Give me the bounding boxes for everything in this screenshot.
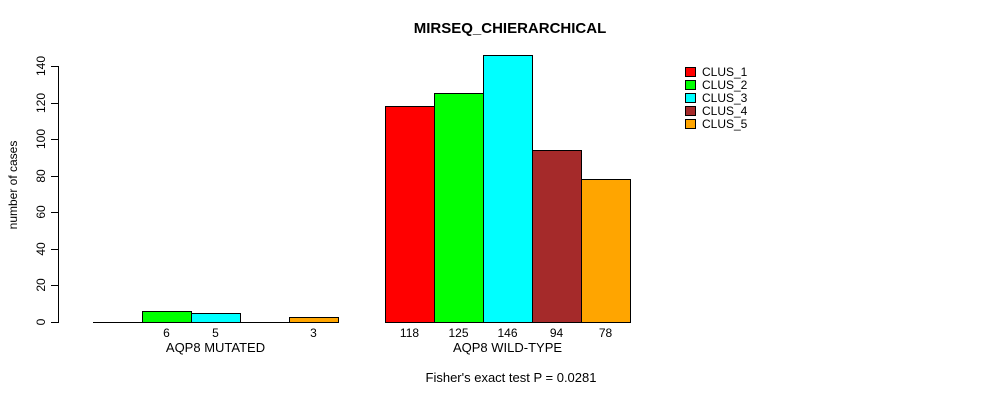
legend-swatch-clus_2 [685,79,696,90]
group-label: AQP8 WILD-TYPE [452,340,563,355]
bar-clus_1-group1-zero [93,322,143,323]
legend-row-clus_4: CLUS_4 [685,104,747,117]
bar-value-label: 94 [549,326,564,340]
group-label: AQP8 MUTATED [165,340,266,355]
bar-value-label: 146 [497,326,518,340]
y-tick [51,212,58,213]
bar-value-label: 78 [598,326,613,340]
fisher-test-note: Fisher's exact test P = 0.0281 [425,370,597,385]
y-tick-label: 120 [34,92,48,114]
bar-clus_2-group2 [434,93,484,323]
bar-value-label: 5 [212,326,219,340]
legend-label: CLUS_3 [702,90,748,105]
legend-row-clus_2: CLUS_2 [685,78,747,91]
y-tick [51,285,58,286]
y-tick-label: 40 [34,242,48,256]
legend-label: CLUS_5 [702,116,748,131]
bar-value-label: 3 [310,326,317,340]
y-tick [51,103,58,104]
chart-title: MIRSEQ_CHIERARCHICAL [413,20,607,37]
legend-label: CLUS_1 [702,64,748,79]
legend: CLUS_1 CLUS_2 CLUS_3 CLUS_4 CLUS_5 [685,65,747,130]
bar-value-label: 118 [399,326,420,340]
y-tick-label: 20 [34,278,48,292]
bar-clus_5-group1 [289,317,339,323]
y-tick [51,322,58,323]
legend-swatch-clus_3 [685,92,696,103]
y-tick [51,139,58,140]
y-tick-label: 60 [34,205,48,219]
bar-clus_4-group2 [532,150,582,323]
y-tick-label: 140 [34,55,48,77]
y-tick [51,66,58,67]
bar-value-label: 125 [448,326,469,340]
legend-row-clus_1: CLUS_1 [685,65,747,78]
bar-value-label: 6 [163,326,170,340]
y-tick [51,249,58,250]
y-tick-label: 80 [34,169,48,183]
bar-clus_2-group1 [142,311,192,323]
legend-swatch-clus_1 [685,66,696,77]
legend-swatch-clus_5 [685,118,696,129]
legend-row-clus_5: CLUS_5 [685,117,747,130]
legend-label: CLUS_2 [702,77,748,92]
bar-clus_3-group1 [191,313,241,323]
y-tick-label: 0 [34,318,48,326]
bar-clus_5-group2 [581,179,631,323]
bar-clus_3-group2 [483,55,533,323]
legend-label: CLUS_4 [702,103,748,118]
bar-clus_1-group2 [385,106,435,323]
bar-clus_4-group1-zero [240,322,290,323]
y-tick [51,176,58,177]
legend-row-clus_3: CLUS_3 [685,91,747,104]
y-axis-title: number of cases [6,140,20,230]
y-tick-label: 100 [34,128,48,150]
legend-swatch-clus_4 [685,105,696,116]
y-axis-line [58,66,59,323]
